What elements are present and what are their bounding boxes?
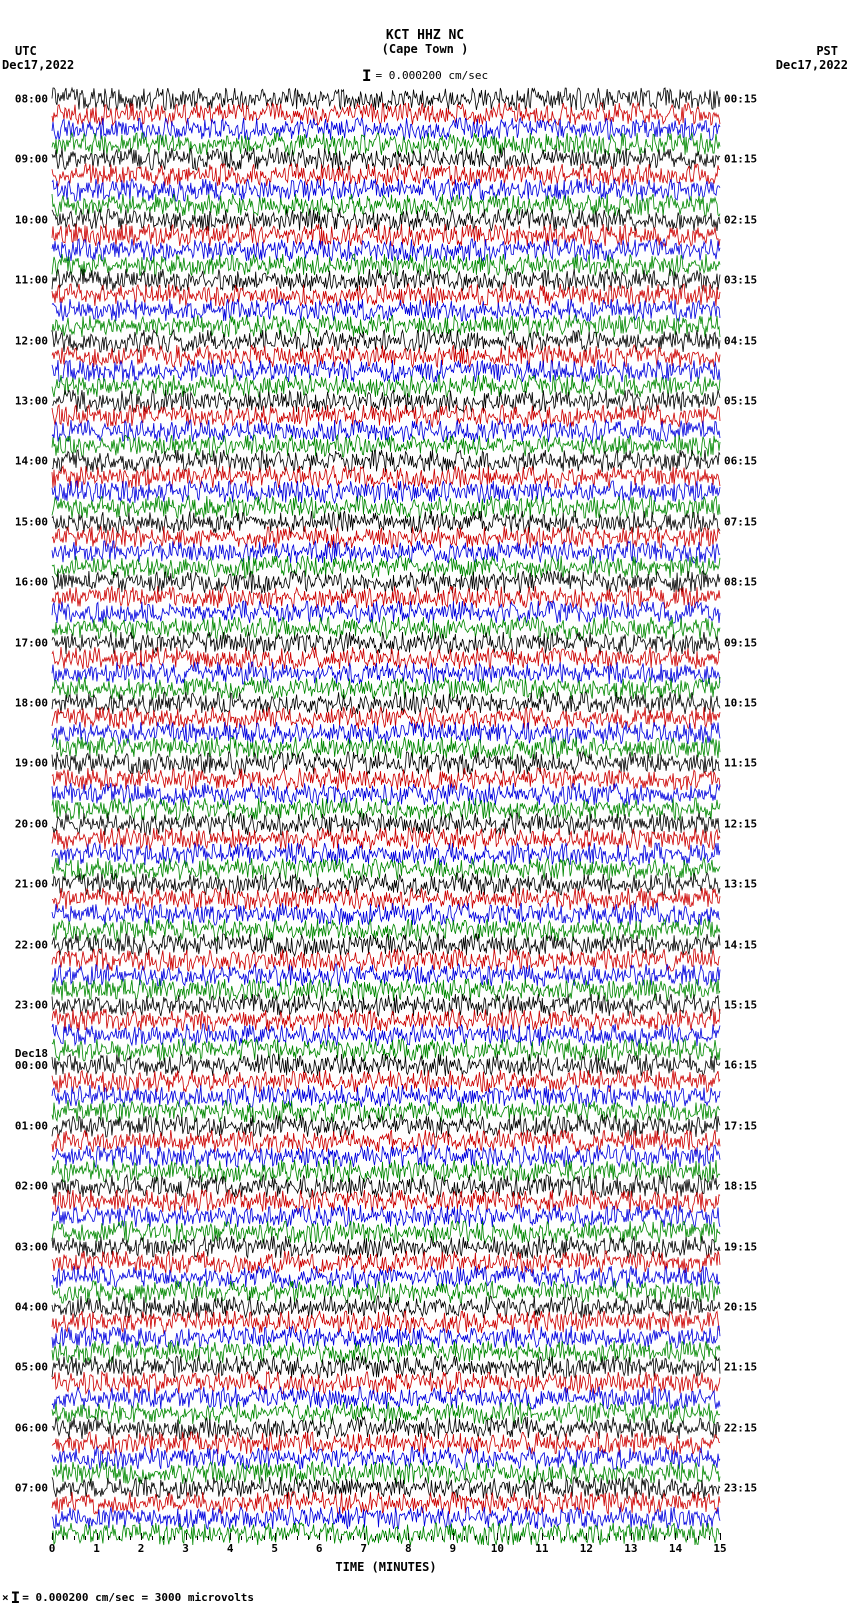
utc-time-label: 17:00 [15, 636, 48, 649]
pst-time-label: 03:15 [724, 274, 757, 287]
utc-time-label: 15:00 [15, 515, 48, 528]
pst-time-label: 00:15 [724, 93, 757, 106]
pst-time-label: 22:15 [724, 1421, 757, 1434]
utc-time-label: 23:00 [15, 999, 48, 1012]
x-tick-label: 1 [93, 1542, 100, 1555]
x-axis: TIME (MINUTES) 0123456789101112131415 [52, 1540, 720, 1580]
timezone-left: UTC [15, 44, 37, 58]
utc-time-label: 07:00 [15, 1482, 48, 1495]
x-tick-label: 0 [49, 1542, 56, 1555]
utc-time-label: 06:00 [15, 1421, 48, 1434]
x-tick-label: 4 [227, 1542, 234, 1555]
utc-time-label: 10:00 [15, 213, 48, 226]
x-tick-label: 15 [713, 1542, 726, 1555]
x-axis-label: TIME (MINUTES) [335, 1560, 436, 1574]
scale-text: = 0.000200 cm/sec [376, 69, 489, 82]
utc-time-label: 04:00 [15, 1301, 48, 1314]
pst-time-label: 05:15 [724, 395, 757, 408]
x-tick-label: 3 [182, 1542, 189, 1555]
scale-info: I = 0.000200 cm/sec [362, 66, 488, 85]
utc-time-label: 16:00 [15, 576, 48, 589]
x-tick-label: 7 [360, 1542, 367, 1555]
pst-time-label: 20:15 [724, 1301, 757, 1314]
pst-time-label: 23:15 [724, 1482, 757, 1495]
pst-time-label: 18:15 [724, 1180, 757, 1193]
x-tick-label: 2 [138, 1542, 145, 1555]
pst-time-label: 07:15 [724, 515, 757, 528]
footer-text: = 0.000200 cm/sec = 3000 microvolts [22, 1591, 254, 1604]
pst-time-label: 11:15 [724, 757, 757, 770]
x-tick-label: 12 [580, 1542, 593, 1555]
utc-time-label: 22:00 [15, 938, 48, 951]
utc-time-label: 19:00 [15, 757, 48, 770]
pst-time-label: 12:15 [724, 817, 757, 830]
x-tick-label: 5 [271, 1542, 278, 1555]
utc-time-label: 08:00 [15, 93, 48, 106]
utc-time-label: 02:00 [15, 1180, 48, 1193]
pst-time-label: 08:15 [724, 576, 757, 589]
utc-time-label: 05:00 [15, 1361, 48, 1374]
x-tick-label: 8 [405, 1542, 412, 1555]
utc-time-label: 01:00 [15, 1119, 48, 1132]
pst-time-label: 01:15 [724, 153, 757, 166]
pst-time-label: 16:15 [724, 1059, 757, 1072]
pst-time-label: 21:15 [724, 1361, 757, 1374]
seismogram-plot: 08:0000:1509:0001:1510:0002:1511:0003:15… [52, 88, 720, 1538]
utc-time-label: 14:00 [15, 455, 48, 468]
pst-time-label: 17:15 [724, 1119, 757, 1132]
x-tick-label: 6 [316, 1542, 323, 1555]
utc-time-label: 09:00 [15, 153, 48, 166]
utc-time-label: 12:00 [15, 334, 48, 347]
pst-time-label: 13:15 [724, 878, 757, 891]
station-code: KCT HHZ NC [386, 28, 464, 43]
station-name: (Cape Town ) [382, 42, 469, 56]
pst-time-label: 10:15 [724, 697, 757, 710]
pst-time-label: 14:15 [724, 938, 757, 951]
utc-time-label: 11:00 [15, 274, 48, 287]
pst-time-label: 02:15 [724, 213, 757, 226]
scale-bar-icon: I [11, 1588, 21, 1607]
utc-time-label: 20:00 [15, 817, 48, 830]
footer-prefix: × [2, 1591, 9, 1604]
date-right: Dec17,2022 [776, 58, 848, 72]
x-tick-label: 14 [669, 1542, 682, 1555]
day-break-label: Dec1800:00 [15, 1048, 48, 1072]
footer-scale: × I = 0.000200 cm/sec = 3000 microvolts [2, 1588, 254, 1607]
pst-time-label: 04:15 [724, 334, 757, 347]
utc-time-label: 13:00 [15, 395, 48, 408]
utc-time-label: 03:00 [15, 1240, 48, 1253]
timezone-right: PST [816, 44, 838, 58]
x-tick-label: 9 [449, 1542, 456, 1555]
pst-time-label: 09:15 [724, 636, 757, 649]
x-tick-label: 10 [491, 1542, 504, 1555]
pst-time-label: 06:15 [724, 455, 757, 468]
x-tick-label: 13 [624, 1542, 637, 1555]
utc-time-label: 18:00 [15, 697, 48, 710]
scale-bar-icon: I [362, 66, 372, 85]
header: KCT HHZ NC (Cape Town ) I = 0.000200 cm/… [0, 0, 850, 85]
pst-time-label: 15:15 [724, 999, 757, 1012]
pst-time-label: 19:15 [724, 1240, 757, 1253]
date-left: Dec17,2022 [2, 58, 74, 72]
x-tick-label: 11 [535, 1542, 548, 1555]
utc-time-label: 21:00 [15, 878, 48, 891]
seismogram-container: KCT HHZ NC (Cape Town ) I = 0.000200 cm/… [0, 0, 850, 1613]
